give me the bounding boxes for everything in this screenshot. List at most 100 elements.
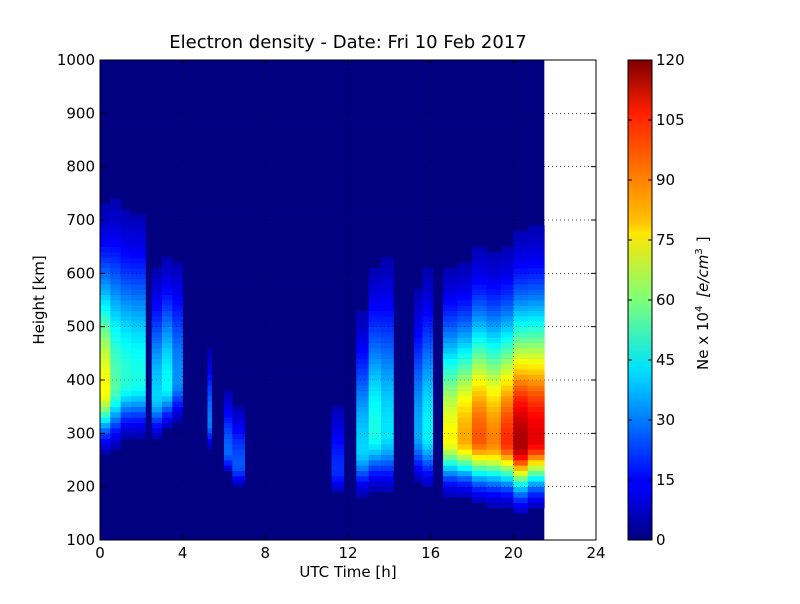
heatmap-cell — [207, 396, 212, 402]
heatmap-cell — [162, 268, 173, 274]
heatmap-cell — [172, 342, 183, 349]
heatmap-cell — [422, 470, 434, 477]
heatmap-cell — [368, 268, 382, 274]
heatmap-cell — [443, 374, 458, 381]
heatmap-cell — [120, 257, 132, 263]
colorbar-ticks: 0 15 30 45 60 75 90 105 120 — [628, 51, 685, 549]
heatmap-cell — [414, 417, 423, 423]
heatmap-cell — [331, 406, 345, 413]
x-axis-ticks: 0 4 8 12 16 20 24 — [95, 60, 606, 562]
heatmap-cell — [457, 310, 473, 317]
heatmap-cell — [368, 278, 382, 285]
heatmap-cell — [120, 209, 132, 215]
heatmap-cell — [151, 278, 163, 285]
heatmap-cell — [472, 326, 487, 333]
heatmap-cell — [110, 412, 121, 418]
heatmap-cell — [110, 364, 121, 370]
heatmap-cell — [162, 417, 173, 423]
heatmap-cell — [356, 369, 369, 375]
heatmap-cell — [414, 321, 423, 327]
heatmap-cell — [110, 401, 121, 407]
heatmap-cell — [381, 342, 394, 349]
heatmap-cell — [457, 321, 473, 327]
heatmap-cell — [162, 284, 173, 290]
heatmap-cell — [422, 353, 434, 359]
heatmap-cell — [120, 294, 132, 301]
heatmap-cell — [513, 358, 529, 365]
heatmap-cell — [500, 502, 514, 509]
heatmap-cell — [162, 385, 173, 391]
heatmap-cell — [207, 433, 212, 439]
heatmap-cell — [368, 476, 382, 482]
heatmap-cell — [422, 460, 434, 466]
heatmap-cell — [381, 486, 394, 493]
heatmap-cell — [443, 337, 458, 343]
heatmap-cell — [368, 438, 382, 445]
heatmap-cell — [414, 396, 423, 402]
heatmap-cell — [356, 481, 369, 487]
heatmap-cell — [120, 326, 132, 333]
heatmap-cell — [381, 262, 394, 269]
heatmap-cell — [110, 353, 121, 359]
heatmap-cell — [486, 316, 502, 322]
heatmap-cell — [131, 236, 146, 242]
heatmap-cell — [472, 444, 487, 450]
heatmap-cell — [472, 406, 487, 413]
heatmap-cell — [331, 428, 345, 434]
heatmap-cell — [232, 481, 245, 487]
heatmap-cell — [513, 396, 529, 402]
heatmap-cell — [513, 273, 529, 279]
heatmap-cell — [472, 348, 487, 354]
heatmap-cell — [500, 481, 514, 487]
heatmap-cell — [513, 374, 529, 381]
heatmap-cell — [500, 460, 514, 466]
heatmap-cell — [356, 401, 369, 407]
heatmap-cell — [368, 406, 382, 413]
heatmap-cell — [472, 396, 487, 402]
heatmap-cell — [472, 417, 487, 423]
heatmap-cell — [356, 321, 369, 327]
heatmap-cell — [472, 252, 487, 258]
heatmap-cell — [472, 374, 487, 381]
heatmap-cell — [356, 486, 369, 493]
heatmap-cell — [472, 294, 487, 301]
heatmap-cell — [120, 252, 132, 258]
heatmap-cell — [100, 236, 111, 242]
heatmap-cell — [368, 358, 382, 365]
heatmap-cell — [331, 476, 345, 482]
heatmap-cell — [486, 401, 502, 407]
heatmap-cell — [500, 428, 514, 434]
heatmap-cell — [486, 342, 502, 349]
heatmap-cell — [172, 289, 183, 295]
heatmap-cell — [443, 486, 458, 493]
heatmap-cell — [500, 497, 514, 503]
heatmap-cell — [100, 390, 111, 397]
heatmap-cell — [120, 316, 132, 322]
heatmap-cell — [331, 444, 345, 450]
heatmap-cell — [443, 428, 458, 434]
heatmap-cell — [443, 364, 458, 370]
heatmap-cell — [486, 486, 502, 493]
heatmap-cell — [368, 310, 382, 317]
y-tick-label: 100 — [66, 531, 95, 549]
heatmap-cell — [457, 449, 473, 455]
heatmap-cell — [224, 465, 233, 471]
heatmap-cell — [414, 412, 423, 418]
heatmap-cell — [100, 230, 111, 237]
heatmap-cell — [527, 390, 545, 397]
heatmap-cell — [527, 321, 545, 327]
heatmap-cell — [422, 305, 434, 311]
heatmap-cell — [472, 465, 487, 471]
x-tick-label: 12 — [338, 544, 357, 562]
heatmap-cell — [232, 417, 245, 423]
y-tick-label: 300 — [66, 424, 95, 442]
heatmap-cell — [513, 476, 529, 482]
heatmap-cell — [131, 289, 146, 295]
heatmap-cell — [110, 300, 121, 306]
heatmap-cell — [100, 374, 111, 381]
heatmap-cell — [486, 470, 502, 477]
heatmap-cell — [356, 364, 369, 370]
heatmap-cell — [513, 289, 529, 295]
heatmap-cell — [513, 438, 529, 445]
heatmap-cell — [110, 198, 121, 205]
